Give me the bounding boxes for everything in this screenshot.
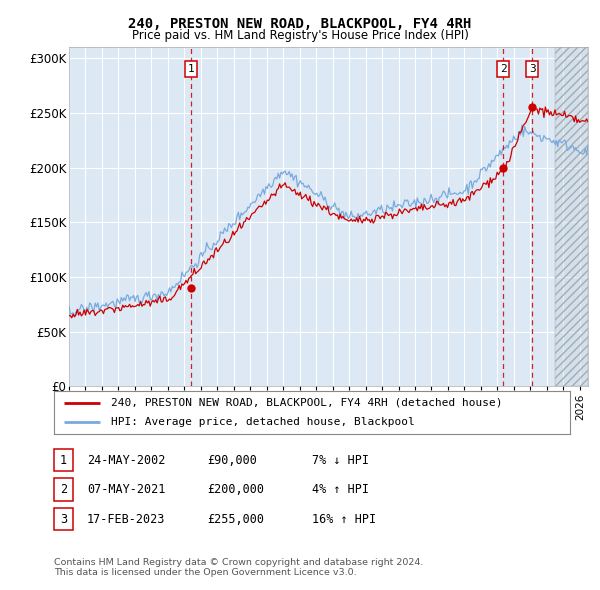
Text: Contains HM Land Registry data © Crown copyright and database right 2024.
This d: Contains HM Land Registry data © Crown c… <box>54 558 424 577</box>
Text: 16% ↑ HPI: 16% ↑ HPI <box>312 513 376 526</box>
Text: £90,000: £90,000 <box>207 454 257 467</box>
Text: 7% ↓ HPI: 7% ↓ HPI <box>312 454 369 467</box>
Text: Price paid vs. HM Land Registry's House Price Index (HPI): Price paid vs. HM Land Registry's House … <box>131 30 469 42</box>
Text: 3: 3 <box>60 513 67 526</box>
Text: HPI: Average price, detached house, Blackpool: HPI: Average price, detached house, Blac… <box>111 417 415 427</box>
Text: 24-MAY-2002: 24-MAY-2002 <box>87 454 166 467</box>
Text: £200,000: £200,000 <box>207 483 264 496</box>
Text: 17-FEB-2023: 17-FEB-2023 <box>87 513 166 526</box>
Text: 1: 1 <box>187 64 194 74</box>
Text: 1: 1 <box>60 454 67 467</box>
Bar <box>555 47 588 386</box>
Text: £255,000: £255,000 <box>207 513 264 526</box>
Text: 2: 2 <box>500 64 506 74</box>
Text: 240, PRESTON NEW ROAD, BLACKPOOL, FY4 4RH: 240, PRESTON NEW ROAD, BLACKPOOL, FY4 4R… <box>128 17 472 31</box>
Text: 3: 3 <box>529 64 536 74</box>
Bar <box>555 47 588 386</box>
Text: 4% ↑ HPI: 4% ↑ HPI <box>312 483 369 496</box>
Text: 2: 2 <box>60 483 67 496</box>
Text: 240, PRESTON NEW ROAD, BLACKPOOL, FY4 4RH (detached house): 240, PRESTON NEW ROAD, BLACKPOOL, FY4 4R… <box>111 398 502 408</box>
Text: 07-MAY-2021: 07-MAY-2021 <box>87 483 166 496</box>
